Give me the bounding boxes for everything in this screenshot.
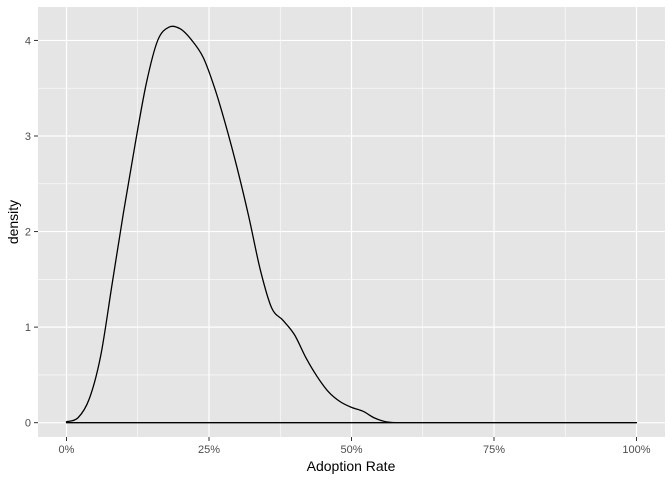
x-tick-label: 50% — [340, 444, 362, 456]
y-tick-label: 1 — [25, 322, 31, 334]
x-tick-label: 25% — [198, 444, 220, 456]
y-tick-label: 2 — [25, 227, 31, 239]
x-tick-label: 75% — [483, 444, 505, 456]
density-curve — [65, 25, 638, 424]
x-axis-ticks: 0% 25% 50% 75% 100% — [59, 437, 651, 456]
x-axis-title: Adoption Rate — [307, 458, 396, 474]
y-tick-label: 3 — [25, 131, 31, 143]
x-tick-label: 0% — [59, 444, 75, 456]
curve-layer — [65, 25, 638, 424]
x-tick-label: 100% — [622, 444, 650, 456]
y-tick-label: 4 — [25, 35, 31, 47]
y-tick-label: 0 — [25, 418, 31, 430]
y-axis-title: density — [5, 200, 21, 244]
y-axis-ticks: 0 1 2 3 4 — [25, 35, 38, 430]
